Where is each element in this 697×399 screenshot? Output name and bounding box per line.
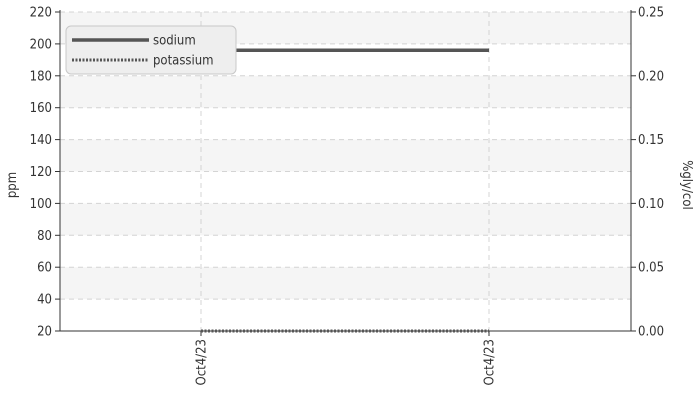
right-axis-ticks: 0.00 0.05 0.10 0.15 0.20 0.25 bbox=[631, 6, 664, 340]
y2-tick-label: 0.15 bbox=[638, 133, 664, 148]
x-tick-label: Oct4/23 bbox=[195, 339, 210, 385]
x-axis-ticks: Oct4/23 Oct4/23 bbox=[195, 331, 498, 385]
grid-band bbox=[60, 75, 631, 108]
legend: sodium potassium bbox=[65, 25, 237, 75]
y-tick-label: 80 bbox=[37, 229, 52, 244]
y2-tick-label: 0.05 bbox=[638, 261, 664, 276]
y-tick-label: 20 bbox=[37, 325, 52, 340]
gridlines bbox=[60, 11, 631, 332]
y2-tick-label: 0.25 bbox=[638, 6, 664, 21]
y-tick-label: 100 bbox=[30, 197, 52, 212]
y-tick-label: 160 bbox=[30, 101, 52, 116]
x-tick-label: Oct4/23 bbox=[483, 339, 498, 385]
y2-tick-label: 0.00 bbox=[638, 325, 664, 340]
y-tick-label: 180 bbox=[30, 69, 52, 84]
right-axis-title: %gly/col bbox=[679, 160, 694, 210]
y2-tick-label: 0.10 bbox=[638, 197, 664, 212]
y-tick-label: 140 bbox=[30, 133, 52, 148]
left-axis-title: ppm bbox=[5, 172, 20, 198]
series-lines bbox=[201, 48, 489, 333]
y2-tick-label: 0.20 bbox=[638, 69, 664, 84]
y-tick-label: 200 bbox=[30, 37, 52, 52]
y-tick-label: 120 bbox=[30, 165, 52, 180]
grid-band bbox=[60, 139, 631, 172]
grid-band bbox=[60, 203, 631, 236]
y-tick-label: 60 bbox=[37, 261, 52, 276]
left-axis-ticks: 20 40 60 80 100 120 140 160 180 200 220 bbox=[30, 6, 60, 340]
legend-label-sodium: sodium bbox=[153, 34, 196, 49]
y-tick-label: 220 bbox=[30, 6, 52, 21]
y-tick-label: 40 bbox=[37, 293, 52, 308]
grid-band bbox=[60, 267, 631, 300]
legend-box bbox=[65, 25, 237, 75]
legend-label-potassium: potassium bbox=[153, 54, 214, 69]
